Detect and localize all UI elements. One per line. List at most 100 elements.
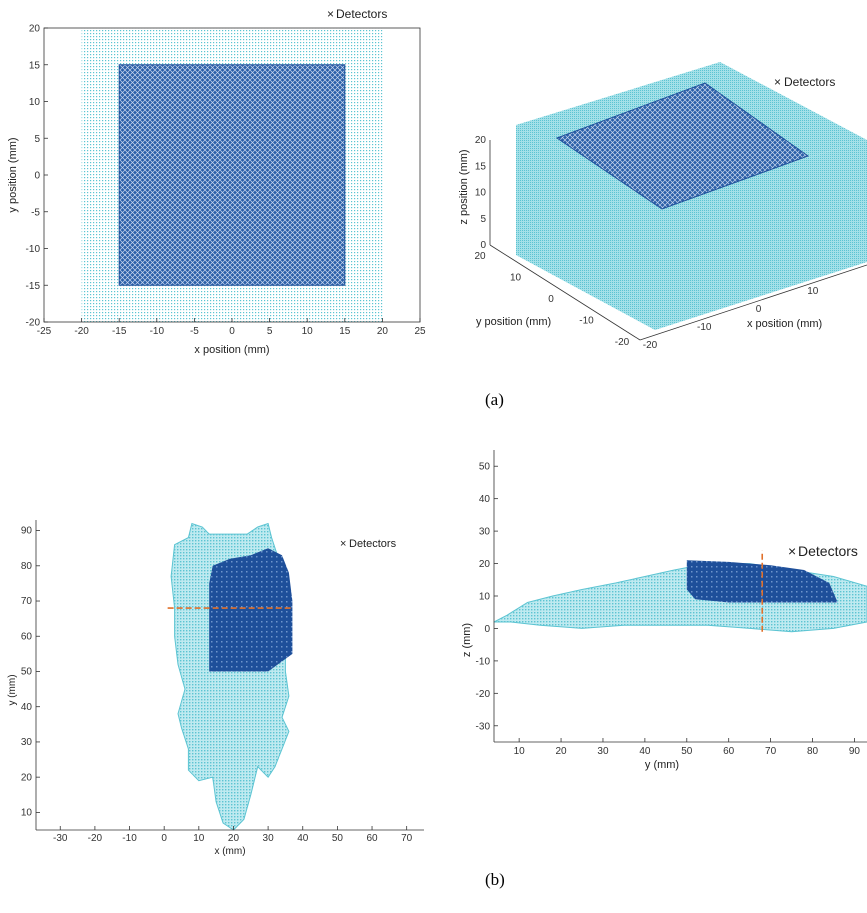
legend-label: Detectors [784,75,835,89]
x-tick-label: -20 [643,340,658,351]
y-tick-label: 10 [479,592,491,603]
axes: -30 -20 -10 0 10 20 30 40 50 60 70 10 20 30 40 50 60 70 80… [21,520,424,844]
y-tick-label: 40 [21,702,33,713]
x-tick-label: -10 [697,322,712,333]
x-tick-label: 60 [723,746,735,757]
y-axis-label: y position (mm) [7,137,19,212]
x-axis-label: x position (mm) [747,318,822,330]
y-tick-label: 50 [21,667,33,678]
y-tick-label: 40 [479,494,491,505]
detector-region [209,548,293,672]
y-tick-label: 10 [21,808,33,819]
x-tick-label: 30 [263,833,275,844]
panel-b-side-view: 10 20 30 40 50 60 70 80 90 -30 -20 -10 0 10 20 30 40 50 y… [461,450,867,771]
x-tick-label: 80 [807,746,819,757]
x-tick-label: 0 [229,326,235,337]
x-tick-label: -20 [88,833,103,844]
legend: × Detectors [788,543,858,559]
x-tick-label: -10 [150,326,165,337]
legend-label: Detectors [336,7,387,21]
caption-a: (a) [485,390,504,409]
z-tick-label: 0 [480,240,486,251]
caption-b: (b) [485,870,505,889]
y-tick-label: 20 [474,251,486,262]
z-tick-label: 5 [480,214,486,225]
y-tick-label: 0 [484,624,490,635]
x-tick-label: 15 [339,326,351,337]
x-tick-label: 10 [193,833,205,844]
x-tick-label: 70 [765,746,777,757]
x-tick-label: 60 [366,833,378,844]
y-tick-label: -20 [26,318,41,329]
y-tick-label: -10 [476,656,491,667]
x-tick-label: 10 [807,286,819,297]
y-tick-label: 15 [29,60,41,71]
x-tick-label: -15 [112,326,127,337]
legend-label: Detectors [349,538,397,550]
x-tick-label: 40 [639,746,651,757]
y-tick-label: -10 [579,316,594,327]
x-tick-label: -5 [190,326,199,337]
axes: -25 -20 -15 -10 -5 0 5 10 15 20 25-20-15-10-505101… [26,24,426,338]
x-tick-label: 10 [514,746,526,757]
y-tick-label: 50 [479,462,491,473]
x-tick-label: 40 [297,833,309,844]
y-tick-label: -20 [615,337,630,348]
x-tick-label: 20 [377,326,389,337]
x-tick-label: -30 [53,833,68,844]
legend-label: Detectors [798,543,858,559]
z-axis-label: z position (mm) [458,149,470,224]
x-tick-labels: -20 -10 0 10 [643,286,819,351]
x-axis-label: x (mm) [214,846,245,857]
y-axis-label: y position (mm) [476,316,551,328]
y-tick-label: -10 [26,244,41,255]
z-tick-labels: 0 5 10 15 20 [475,135,487,251]
y-tick-label: 5 [34,134,40,145]
y-tick-label: -5 [31,207,40,218]
legend-marker-icon: × [327,7,334,21]
x-tick-label: 25 [414,326,426,337]
x-tick-label: -20 [74,326,89,337]
x-tick-label: -10 [122,833,137,844]
legend-marker-icon: × [774,75,781,89]
x-tick-label: 30 [597,746,609,757]
z-tick-label: 10 [475,188,487,199]
y-axis-label: y (mm) [7,674,18,705]
x-axis-label: x position (mm) [194,344,269,356]
detector-region [118,64,346,286]
y-tick-label: 70 [21,596,33,607]
y-tick-label: 0 [548,294,554,305]
x-tick-label: -25 [37,326,52,337]
x-tick-label: 90 [849,746,861,757]
y-tick-label: 20 [21,772,33,783]
y-tick-label: 20 [479,559,491,570]
y-tick-label: 0 [34,171,40,182]
y-tick-label: -30 [476,721,491,732]
legend-marker-icon: × [788,543,796,559]
x-tick-label: 50 [681,746,693,757]
y-tick-label: 80 [21,561,33,572]
panel-b-top-view: -30 -20 -10 0 10 20 30 40 50 60 70 10 20 30 40 50 60 70 80… [7,520,424,857]
x-tick-label: 5 [267,326,273,337]
y-axis-label: z (mm) [461,623,473,657]
x-tick-label: 10 [302,326,314,337]
panel-a-3d-view: 0 5 10 15 20 20 10 0 -10 -20 -20 -10 0 10 z positio… [458,62,867,351]
y-tick-label: 30 [479,527,491,538]
x-tick-label: 0 [756,304,762,315]
y-tick-label: -20 [476,689,491,700]
x-tick-label: 70 [401,833,413,844]
panel-a-top-view: -25 -20 -15 -10 -5 0 5 10 15 20 25-20-15-10-505101… [7,7,426,356]
axes: 10 20 30 40 50 60 70 80 90 -30 -20 -10 0 10 20 30 40 50 [476,450,867,757]
z-tick-label: 15 [475,161,487,172]
x-axis-label: y (mm) [645,759,679,771]
x-tick-label: 0 [161,833,167,844]
y-tick-label: 20 [29,24,41,35]
x-tick-label: 20 [228,833,240,844]
y-tick-labels: 20 10 0 -10 -20 [474,251,629,348]
legend-marker-icon: × [340,538,346,550]
axes-3d [489,140,867,341]
legend: × Detectors [327,7,387,21]
detector-region-3d [555,82,810,210]
legend: × Detectors [340,538,397,550]
